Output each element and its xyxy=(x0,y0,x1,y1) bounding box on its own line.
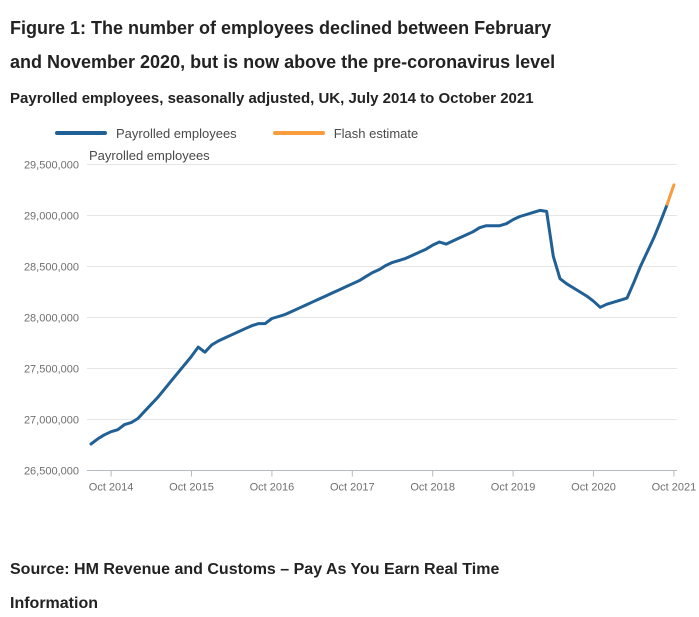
source-note-line-1: Source: HM Revenue and Customs – Pay As … xyxy=(10,561,500,578)
y-tick-label: 27,500,000 xyxy=(24,364,79,376)
y-axis-title: Payrolled employees xyxy=(89,148,210,163)
x-tick-label: Oct 2017 xyxy=(330,482,375,494)
legend-label-flash-estimate: Flash estimate xyxy=(333,125,419,141)
legend-label-payrolled-employees: Payrolled employees xyxy=(116,125,237,141)
y-tick-label: 28,000,000 xyxy=(24,313,79,325)
series-line-payrolled-employees xyxy=(89,202,669,446)
chart-legend: Payrolled employees Flash estimate xyxy=(55,125,699,141)
source-note-line-2: Information xyxy=(10,595,98,612)
x-tick-label: Oct 2015 xyxy=(169,482,214,494)
y-tick-label: 27,000,000 xyxy=(24,415,79,427)
x-tick-label: Oct 2019 xyxy=(491,482,536,494)
x-tick-label: Oct 2018 xyxy=(410,482,455,494)
legend-item-payrolled-employees: Payrolled employees xyxy=(55,126,237,141)
x-tick-label: Oct 2020 xyxy=(571,482,616,494)
line-chart: Payrolled employees 26,500,000 27,000,000… xyxy=(0,143,699,505)
chart-svg: 26,500,000 27,000,000 27,500,000 28,000,000… xyxy=(24,160,697,494)
figure-subtitle: Payrolled employees, seasonally adjusted… xyxy=(10,90,534,107)
figure-title-line-1: Figure 1: The number of employees declin… xyxy=(10,18,552,38)
x-tick-label: Oct 2021 xyxy=(652,482,697,494)
y-tick-label: 29,500,000 xyxy=(24,160,79,172)
series-line-flash-estimate xyxy=(665,183,676,206)
x-tick-label: Oct 2016 xyxy=(250,482,295,494)
payrolled-employees-line-swatch-icon xyxy=(55,131,107,135)
x-tick-label: Oct 2014 xyxy=(89,482,134,494)
figure-title: Figure 1: The number of employees declin… xyxy=(10,0,685,79)
flash-estimate-line-swatch-icon xyxy=(272,131,325,135)
y-tick-label: 26,500,000 xyxy=(24,466,79,478)
legend-item-flash-estimate: Flash estimate xyxy=(272,125,419,141)
y-tick-label: 29,000,000 xyxy=(24,211,79,223)
figure-title-line-2: and November 2020, but is now above the … xyxy=(10,52,556,72)
source-note: Source: HM Revenue and Customs – Pay As … xyxy=(10,553,685,617)
y-tick-label: 28,500,000 xyxy=(24,262,79,274)
